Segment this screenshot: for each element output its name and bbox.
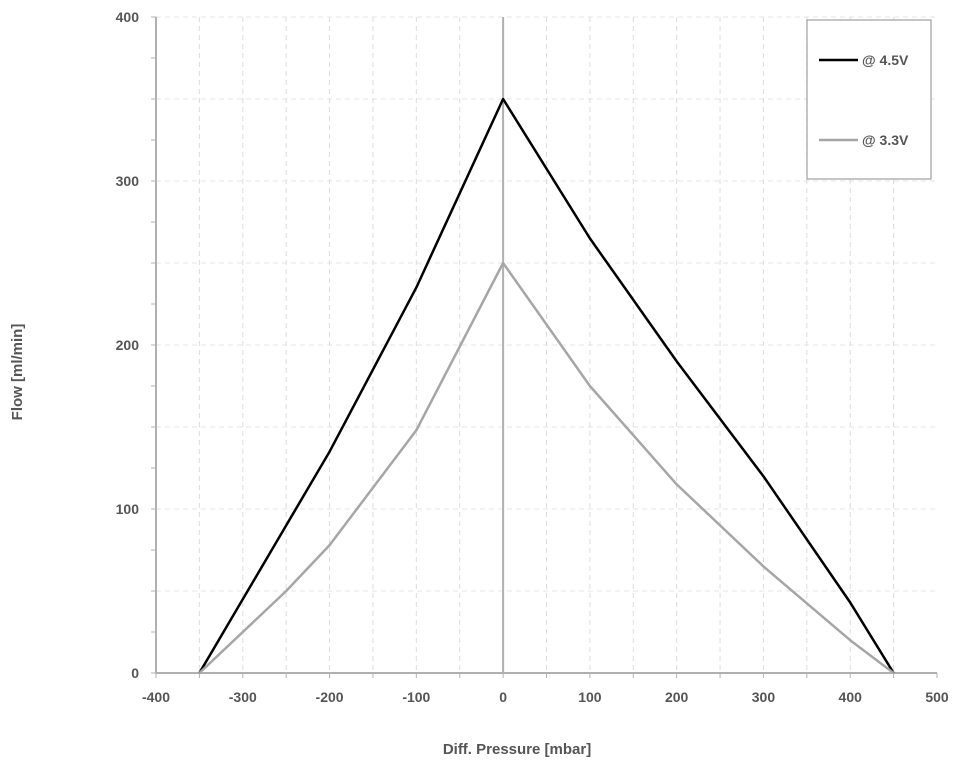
- legend-box: [806, 19, 932, 180]
- x-tick-label: -100: [402, 689, 430, 705]
- series-line-3-3v: [198, 261, 895, 674]
- series: [198, 97, 895, 674]
- x-tick-label: -300: [229, 689, 257, 705]
- x-tick-label: 0: [499, 689, 507, 705]
- x-tick-label: 200: [665, 689, 689, 705]
- x-axis-title: Diff. Pressure [mbar]: [443, 741, 591, 758]
- x-tick-label: 500: [925, 689, 949, 705]
- x-tick-label: 100: [578, 689, 602, 705]
- tick-labels: 0 100 200 300 400 -400 -300 -200 -100 0 100 200 300 4…: [116, 9, 949, 705]
- legend-label-4-5v: @ 4.5V: [862, 52, 909, 68]
- y-tick-label: 200: [116, 337, 140, 353]
- y-tick-label: 100: [116, 501, 140, 517]
- y-tick-label: 0: [131, 665, 139, 681]
- legend: @ 4.5V @ 3.3V: [806, 19, 932, 180]
- series-line-4-5v: [198, 97, 895, 674]
- y-tick-label: 400: [116, 9, 140, 25]
- x-tick-label: -200: [316, 689, 344, 705]
- legend-label-3-3v: @ 3.3V: [862, 132, 909, 148]
- x-tick-label: 300: [752, 689, 776, 705]
- x-tick-label: 400: [839, 689, 863, 705]
- axes: [151, 16, 938, 678]
- y-tick-label: 300: [116, 173, 140, 189]
- y-axis-title: Flow [ml/min]: [9, 324, 26, 421]
- x-tick-label: -400: [142, 689, 170, 705]
